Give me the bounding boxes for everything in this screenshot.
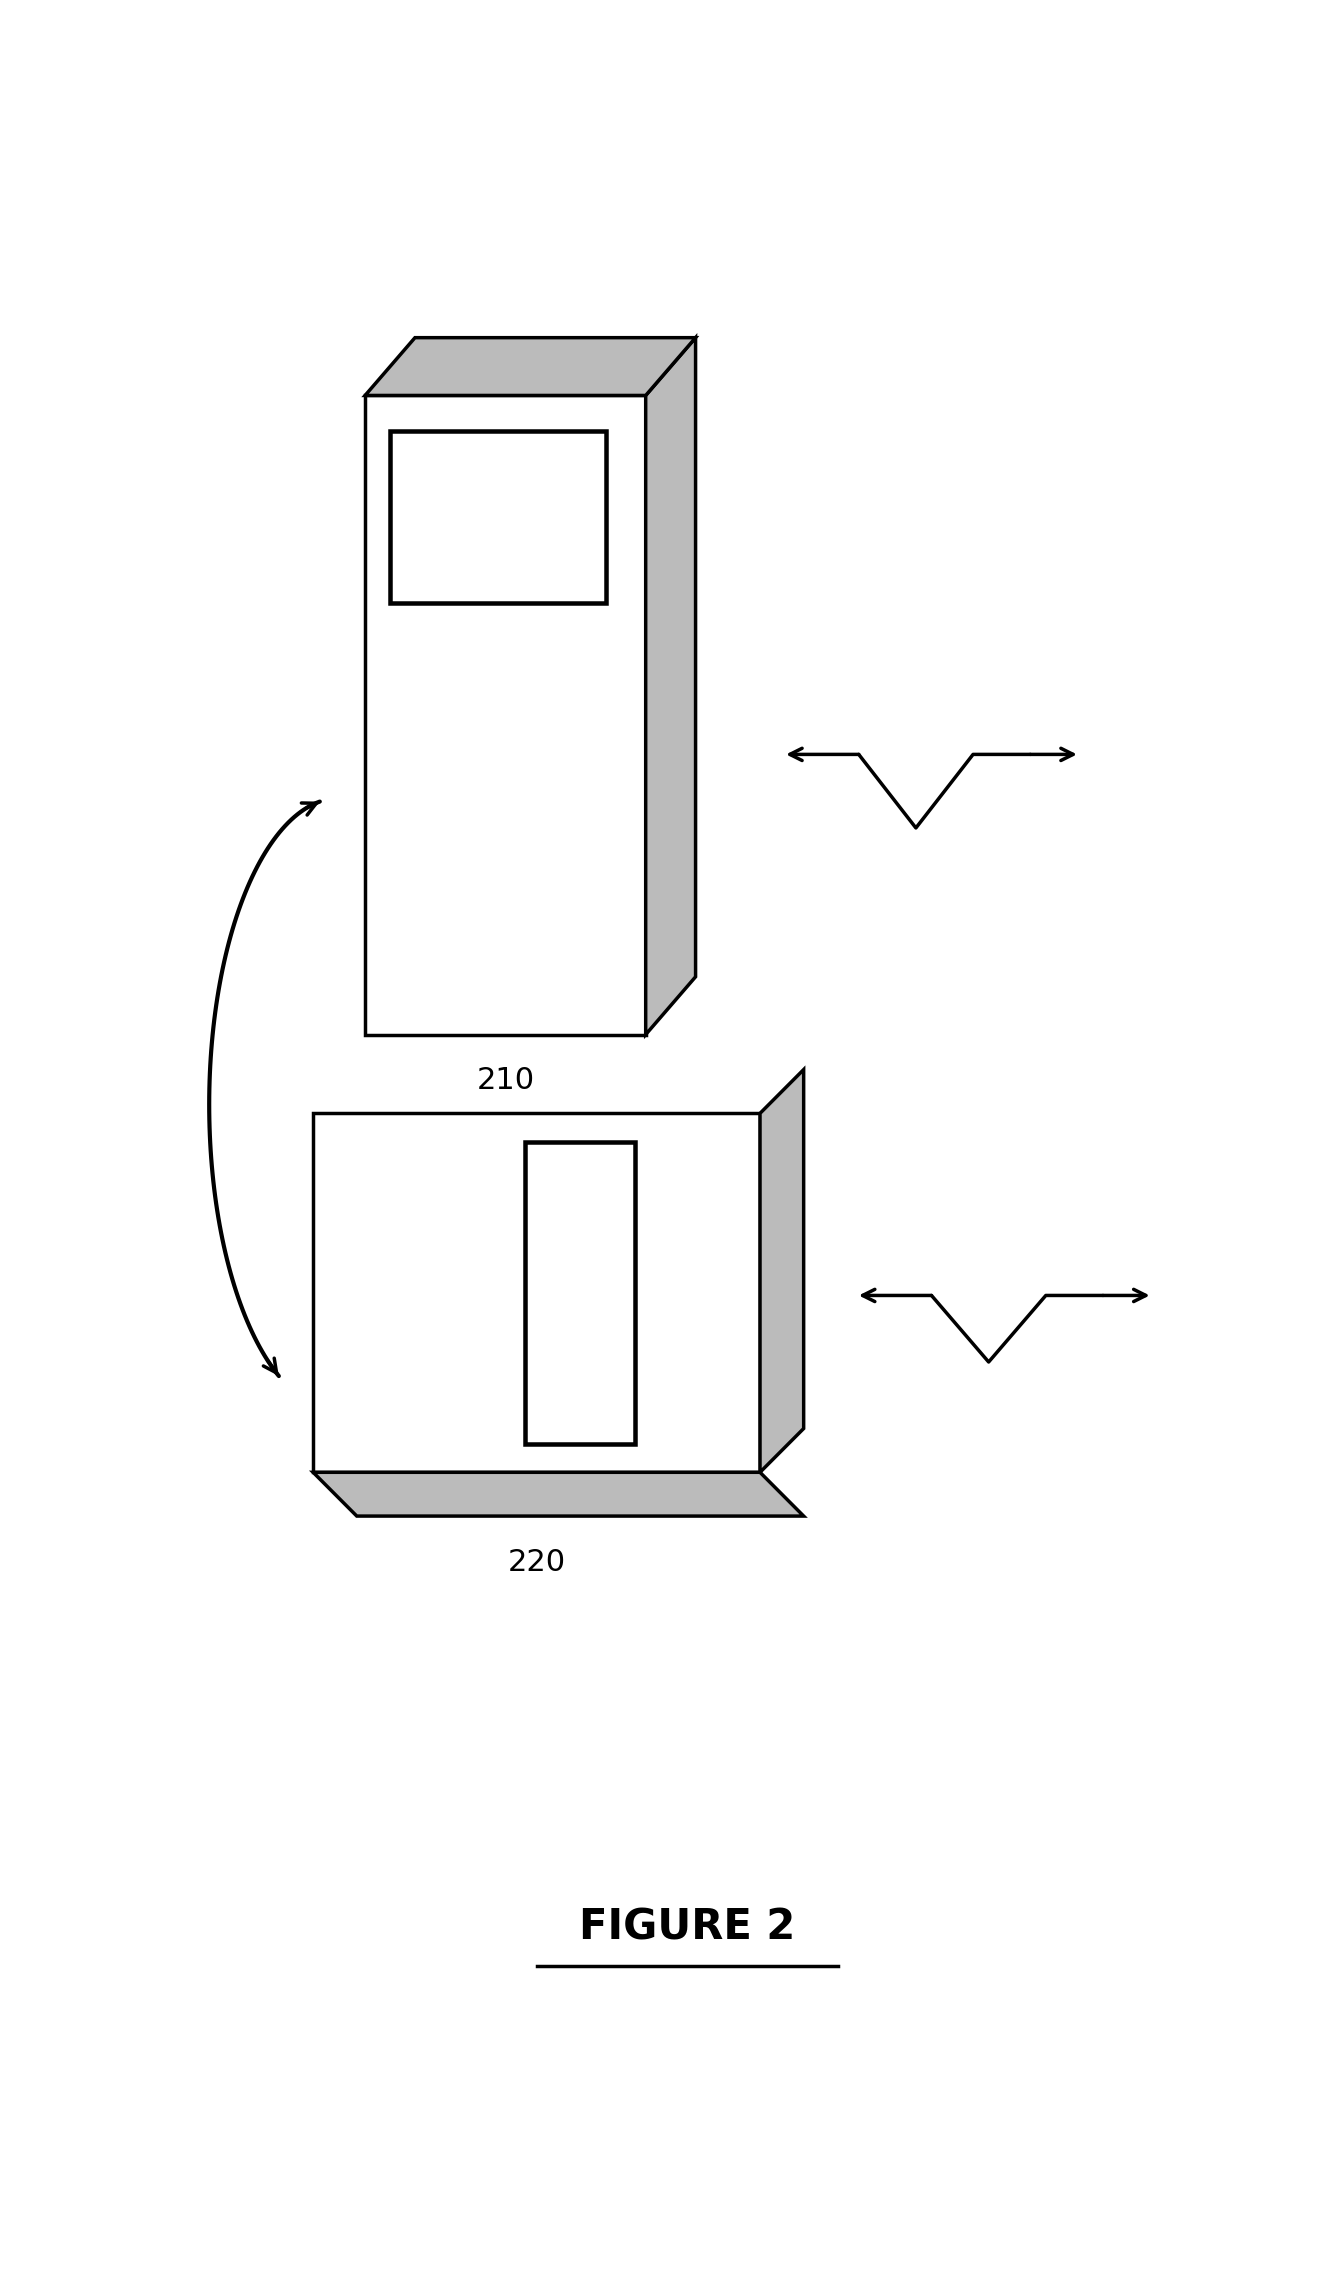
Text: 220: 220 — [507, 1549, 566, 1576]
Polygon shape — [390, 430, 606, 603]
Polygon shape — [314, 1471, 803, 1517]
Polygon shape — [365, 396, 646, 1035]
Text: FIGURE 2: FIGURE 2 — [579, 1906, 795, 1949]
Text: 210: 210 — [476, 1067, 535, 1096]
Polygon shape — [314, 1114, 760, 1471]
Polygon shape — [526, 1142, 634, 1444]
Polygon shape — [365, 337, 696, 396]
Polygon shape — [646, 337, 696, 1035]
Polygon shape — [760, 1069, 803, 1471]
